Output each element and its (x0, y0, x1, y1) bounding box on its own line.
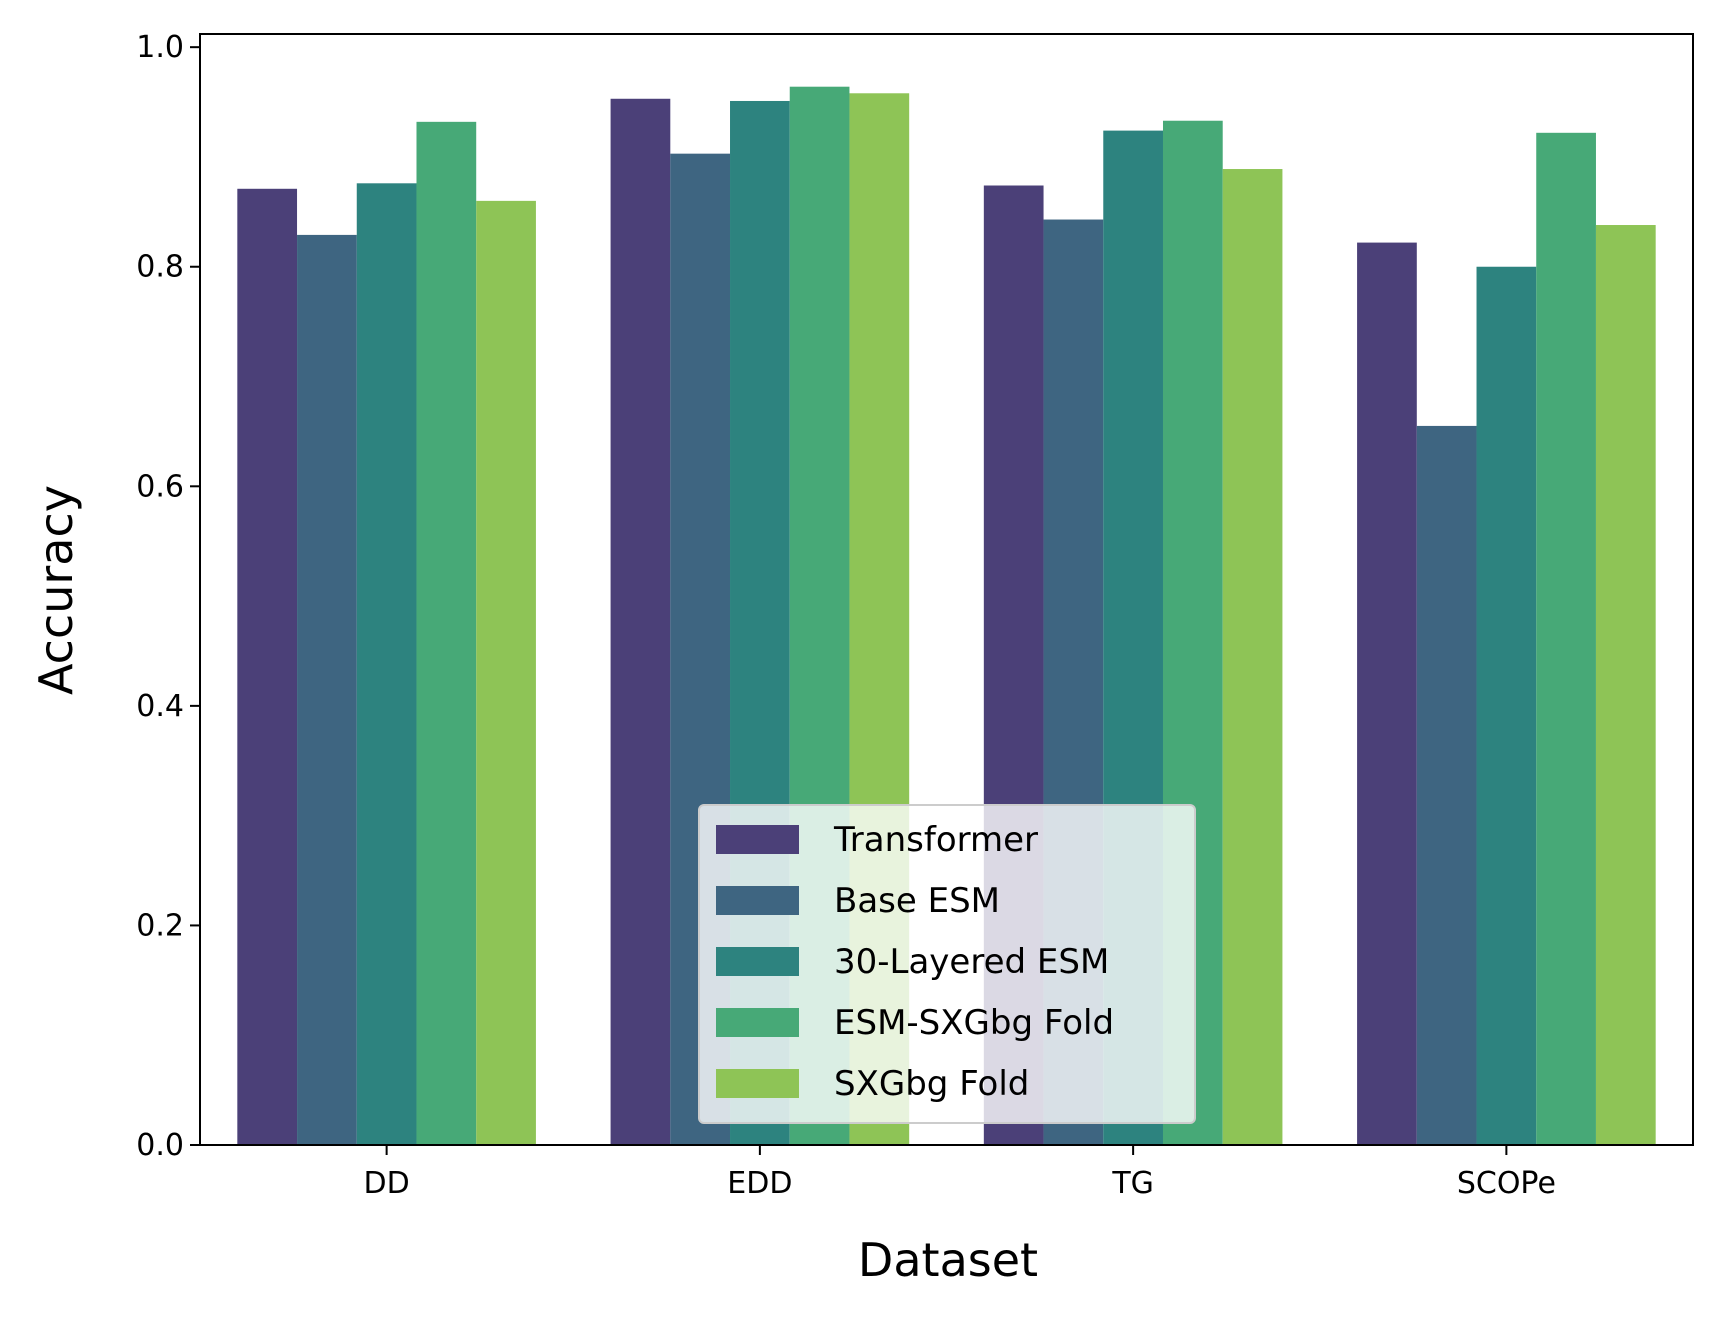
x-tick-label: DD (364, 1166, 410, 1201)
x-tick-label: EDD (727, 1166, 792, 1201)
y-tick-label: 0.2 (136, 908, 184, 943)
legend-swatch (716, 947, 799, 976)
x-tick-label: TG (1111, 1166, 1154, 1201)
bar-scope-1 (1357, 242, 1417, 1146)
bar-scope-4 (1536, 132, 1596, 1146)
plot-frame (199, 33, 1694, 1146)
y-tick-label: 0.6 (136, 469, 184, 504)
legend-swatch (716, 886, 799, 915)
legend-swatch (716, 1069, 799, 1098)
legend-swatch (716, 825, 799, 854)
bar-scope-5 (1595, 225, 1656, 1145)
legend-label: Transformer (833, 820, 1038, 860)
y-tick-label: 0.8 (136, 250, 184, 285)
bar-dd-2 (297, 234, 357, 1145)
legend-box (698, 804, 1196, 1124)
y-tick-label: 1.0 (136, 30, 184, 65)
x-tick-label: SCOPe (1457, 1166, 1556, 1201)
bar-scope-2 (1416, 425, 1477, 1145)
x-axis-title: Dataset (858, 1233, 1038, 1287)
legend-label: 30-Layered ESM (834, 942, 1109, 982)
legend-label: ESM-SXGbg Fold (834, 1003, 1114, 1043)
bar-scope-3 (1476, 266, 1537, 1145)
y-axis-title: Accuracy (29, 485, 83, 695)
bar-tg-5 (1222, 169, 1283, 1145)
bar-dd-5 (476, 200, 536, 1145)
bar-dd-1 (237, 188, 298, 1146)
legend-swatch (716, 1008, 799, 1037)
legend: Transformer Base ESM 30-Layered ESM ESM-SXG… (698, 804, 1196, 1124)
bar-dd-3 (356, 183, 417, 1146)
bar-edd-1 (610, 98, 671, 1145)
legend-label: SXGbg Fold (834, 1064, 1029, 1104)
bars-layer (237, 86, 1656, 1146)
legend-label: Base ESM (834, 881, 1000, 921)
y-tick-label: 0.4 (136, 689, 184, 724)
axes-layer: 0.0 0.2 0.4 0.6 0.8 1.0 DD EDD TG SCOPe (136, 30, 1694, 1201)
bar-dd-4 (416, 121, 477, 1145)
y-tick-label: 0.0 (136, 1128, 184, 1163)
